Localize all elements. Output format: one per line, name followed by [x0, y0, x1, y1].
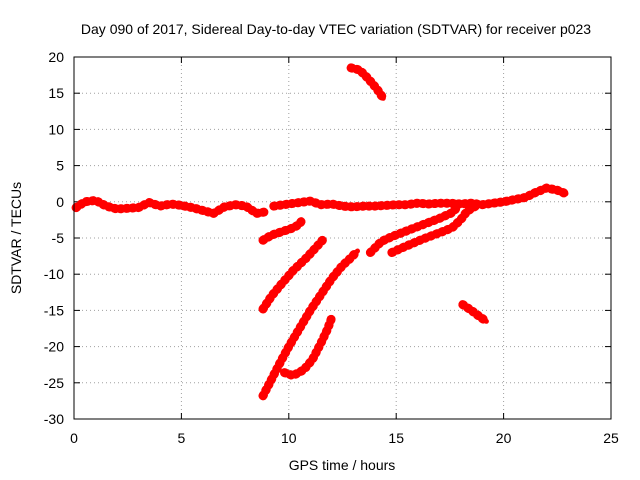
data-series-markers	[258, 234, 328, 314]
x-tick-label: 10	[281, 430, 297, 446]
x-tick-label: 5	[178, 430, 186, 446]
data-series-markers	[258, 216, 307, 245]
x-tick-label: 25	[603, 430, 619, 446]
y-axis-label: SDTVAR / TECUs	[8, 182, 24, 294]
chart-title: Day 090 of 2017, Sidereal Day-to-day VTE…	[81, 21, 591, 37]
y-tick-label: -30	[44, 411, 64, 427]
x-tick-label: 0	[70, 430, 78, 446]
y-tick-label: -10	[44, 266, 64, 282]
data-series-markers	[269, 183, 571, 212]
y-tick-label: 10	[48, 121, 64, 137]
data-series-group	[71, 63, 571, 401]
y-tick-label: -5	[52, 230, 65, 246]
x-tick-label: 20	[496, 430, 512, 446]
data-series-markers	[280, 313, 337, 381]
ticks: 0 5 10 15 20 25 20 15 10 5 0 -5 -10 -15 -20 -25 -30	[44, 49, 619, 446]
y-tick-label: 0	[56, 194, 64, 210]
plot-frame	[73, 56, 612, 420]
data-series-markers	[458, 300, 491, 326]
y-tick-label: 5	[56, 158, 64, 174]
y-tick-label: -25	[44, 375, 64, 391]
data-series-markers	[365, 201, 463, 257]
y-tick-label: -20	[44, 339, 64, 355]
y-tick-label: 20	[48, 49, 64, 65]
x-axis-label: GPS time / hours	[289, 457, 396, 473]
data-series-markers	[387, 201, 481, 257]
x-tick-label: 15	[388, 430, 404, 446]
grid	[74, 57, 611, 419]
y-tick-label: 15	[48, 85, 64, 101]
y-tick-label: -15	[44, 302, 64, 318]
data-series-markers	[346, 63, 388, 103]
data-series-markers	[71, 195, 270, 218]
data-series-markers	[258, 246, 362, 401]
